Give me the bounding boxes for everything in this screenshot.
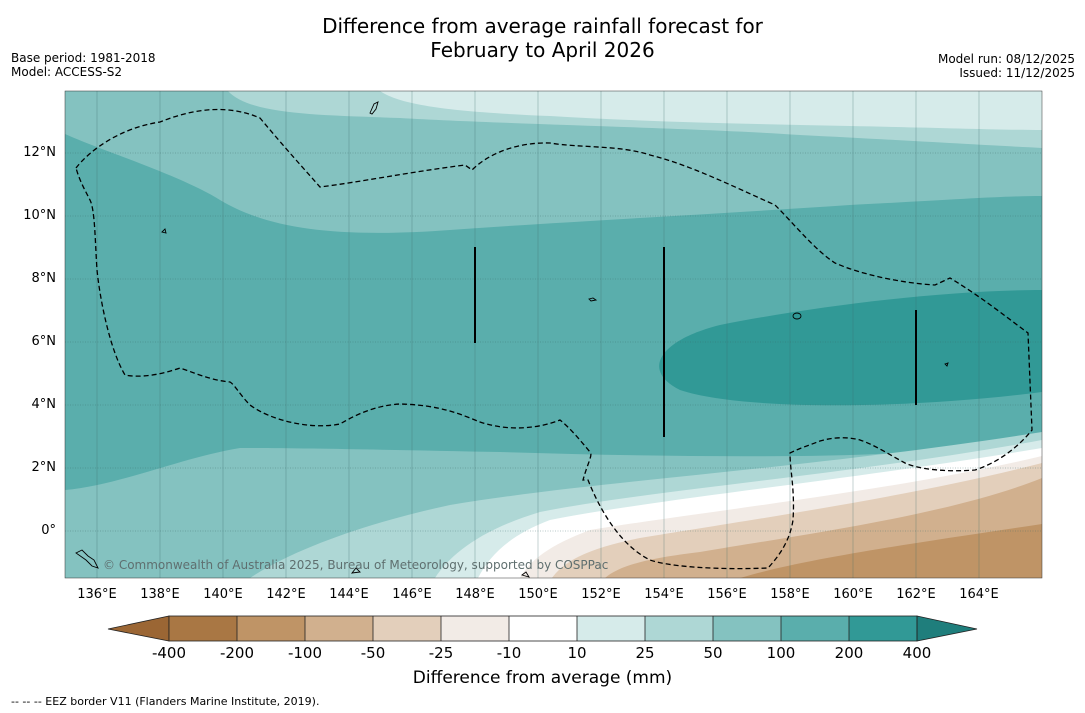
colorbar-frame — [168, 615, 918, 642]
lon-label-154e: 154°E — [644, 587, 684, 602]
lon-label-152e: 152°E — [581, 587, 621, 602]
lon-label-140e: 140°E — [203, 587, 243, 602]
colorbar-dividers — [236, 616, 850, 641]
colorbar-tick-minus100: -100 — [287, 644, 323, 662]
model-run-date: Model run: 08/12/2025 — [937, 52, 1075, 66]
colorbar-swatch-3 — [305, 616, 373, 641]
map-title: Difference from average rainfall forecas… — [0, 14, 1085, 62]
lat-label-10n: 10°N — [23, 208, 56, 223]
band-minus200-minus100 — [740, 524, 1042, 578]
colorbar-tick-minus50: -50 — [360, 644, 386, 662]
colorbar — [107, 615, 978, 642]
colorbar-swatch-11 — [849, 616, 917, 641]
lon-label-162e: 162°E — [896, 587, 936, 602]
colorbar-tick-10: 10 — [567, 644, 587, 662]
eez-border-line — [75, 108, 1033, 570]
colorbar-swatch-8 — [645, 616, 713, 641]
lat-label-12n: 12°N — [23, 145, 56, 160]
lon-label-144e: 144°E — [329, 587, 369, 602]
lon-label-164e: 164°E — [959, 587, 999, 602]
eez-boundary-markers — [474, 247, 917, 437]
lat-label-4n: 4°N — [31, 397, 57, 412]
lat-label-6n: 6°N — [31, 334, 57, 349]
colorbar-tick-200: 200 — [834, 644, 864, 662]
model-info: Base period: 1981-2018 Model: ACCESS-S2 — [11, 51, 156, 79]
lon-label-148e: 148°E — [455, 587, 495, 602]
colorbar-arrow-low — [107, 615, 170, 642]
band-200-400 — [659, 290, 1042, 406]
colorbar-arrow-high — [916, 615, 978, 642]
colorbar-tick-minus400: -400 — [151, 644, 187, 662]
band-10-25 — [380, 91, 1042, 130]
colorbar-tick-25: 25 — [635, 644, 655, 662]
colorbar-tick-400: 400 — [902, 644, 932, 662]
lat-label-2n: 2°N — [31, 460, 57, 475]
issued-date: Issued: 11/12/2025 — [959, 66, 1075, 80]
colorbar-title: Difference from average (mm) — [412, 668, 673, 688]
lon-label-158e: 158°E — [770, 587, 810, 602]
colorbar-swatch-2 — [237, 616, 305, 641]
lon-label-156e: 156°E — [707, 587, 747, 602]
colorbar-tick-50: 50 — [703, 644, 723, 662]
colorbar-swatch-1 — [169, 616, 237, 641]
run-info: Model run: 08/12/2025 Issued: 11/12/2025 — [938, 52, 1075, 80]
colorbar-tick-minus25: -25 — [428, 644, 454, 662]
colorbar-swatch-9 — [713, 616, 781, 641]
base-period: Base period: 1981-2018 — [11, 51, 156, 65]
colorbar-swatch-4 — [373, 616, 441, 641]
title-line-2: February to April 2026 — [430, 38, 655, 62]
title-line-1: Difference from average rainfall forecas… — [322, 14, 763, 38]
colorbar-swatch-6 — [509, 616, 577, 641]
lon-label-150e: 150°E — [518, 587, 558, 602]
copyright-notice: © Commonwealth of Australia 2025, Bureau… — [103, 558, 609, 572]
lon-label-138e: 138°E — [140, 587, 180, 602]
map-frame — [64, 90, 1043, 579]
lon-label-142e: 142°E — [266, 587, 306, 602]
latitude-gridlines — [65, 152, 1042, 532]
island-outlines — [75, 101, 949, 578]
colorbar-tick-minus200: -200 — [219, 644, 255, 662]
lon-label-160e: 160°E — [833, 587, 873, 602]
colorbar-swatch-10 — [781, 616, 849, 641]
model-name: Model: ACCESS-S2 — [11, 65, 123, 79]
lon-label-146e: 146°E — [392, 587, 432, 602]
lat-label-8n: 8°N — [31, 271, 57, 286]
colorbar-swatch-5 — [441, 616, 509, 641]
colorbar-tick-100: 100 — [766, 644, 796, 662]
eez-footnote: -- -- -- EEZ border V11 (Flanders Marine… — [11, 695, 320, 708]
colorbar-tick-minus10: -10 — [496, 644, 522, 662]
lon-label-136e: 136°E — [77, 587, 117, 602]
colorbar-swatch-7 — [577, 616, 645, 641]
rainfall-contours — [65, 91, 1042, 578]
lat-label-0: 0° — [41, 523, 56, 538]
